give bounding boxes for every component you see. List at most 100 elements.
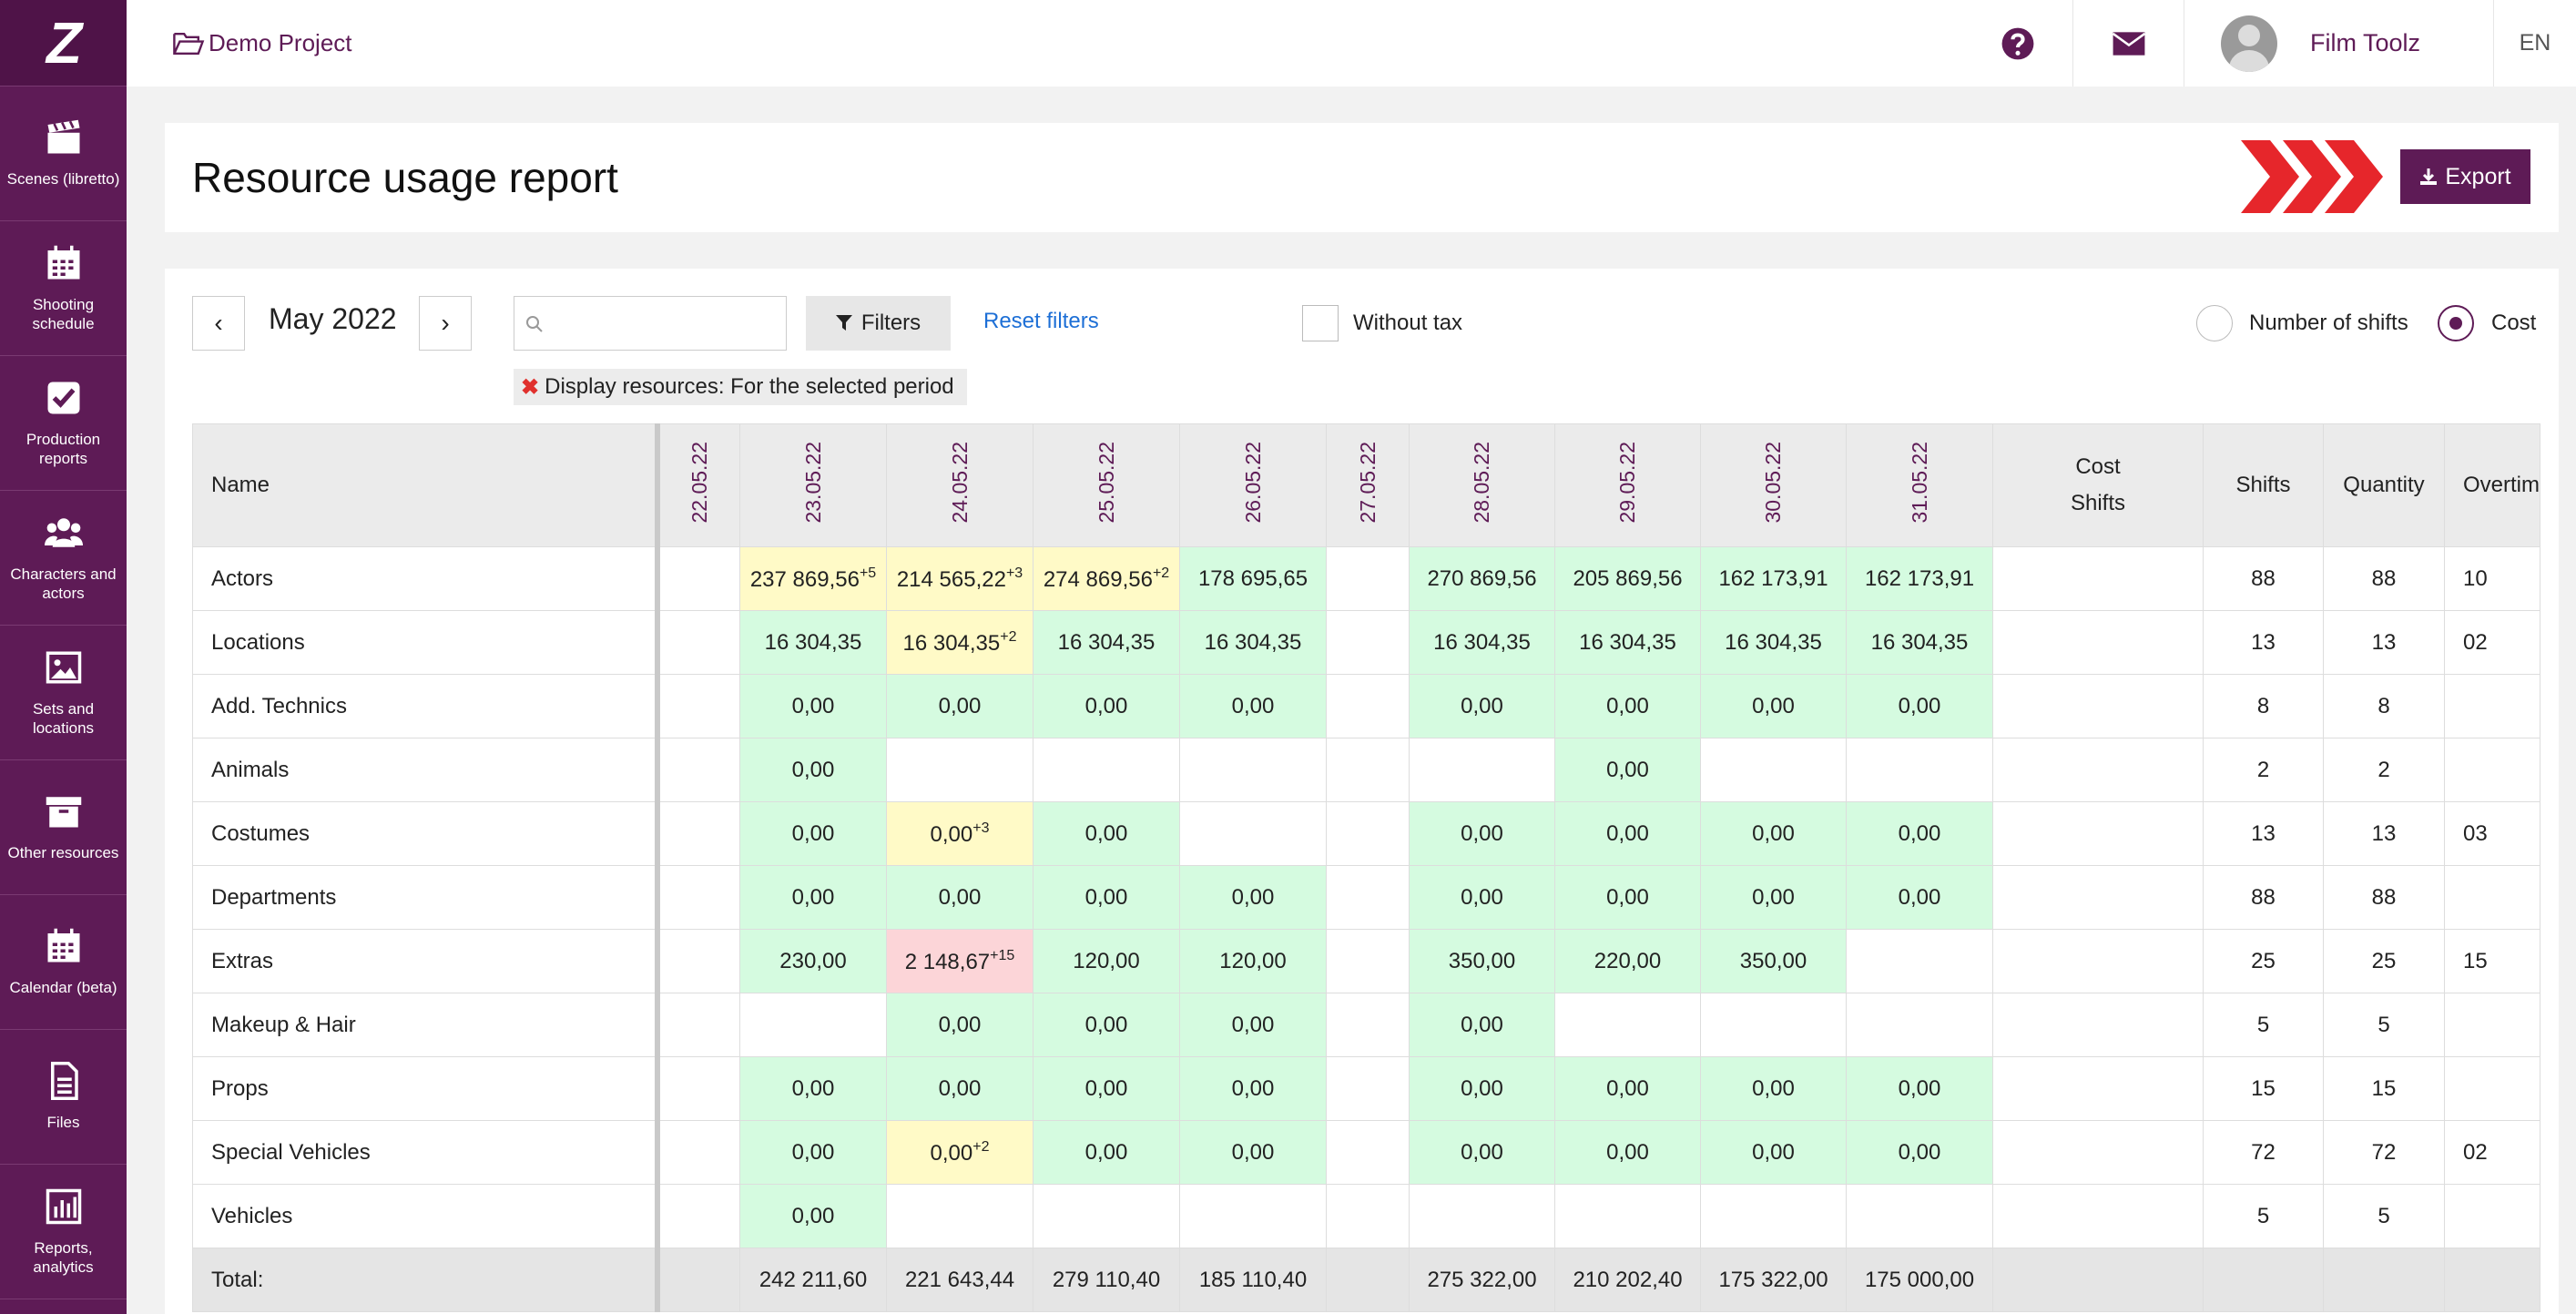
export-button[interactable]: Export xyxy=(2400,149,2530,204)
table-cell[interactable]: 0,00+2 xyxy=(886,1120,1033,1185)
table-cell[interactable]: 0,00 xyxy=(1554,738,1701,802)
table-cell[interactable]: 0,00 xyxy=(1700,1120,1847,1185)
table-cell xyxy=(1846,738,1993,802)
table-cell[interactable]: 0,00 xyxy=(1409,865,1555,930)
table-cell[interactable]: 0,00 xyxy=(1409,674,1555,738)
sidebar-item-characters[interactable]: Characters and actors xyxy=(0,491,127,626)
table-cell[interactable]: 0,00 xyxy=(1179,1056,1327,1121)
table-cell[interactable]: 0,00 xyxy=(1033,674,1180,738)
table-cell[interactable]: 230,00 xyxy=(739,929,887,993)
table-cell[interactable]: 0,00 xyxy=(1700,801,1847,866)
mode-shifts-radio[interactable] xyxy=(2196,305,2233,341)
table-cell[interactable]: 16 304,35 xyxy=(739,610,887,675)
sidebar-item-files[interactable]: Files xyxy=(0,1030,127,1165)
filters-button[interactable]: Filters xyxy=(806,296,951,351)
table-cell[interactable]: 0,00 xyxy=(1554,801,1701,866)
sidebar-item-sets-locations[interactable]: Sets and locations xyxy=(0,626,127,760)
table-cell[interactable]: 0,00 xyxy=(1409,801,1555,866)
table-cell[interactable]: 16 304,35 xyxy=(1700,610,1847,675)
table-cell[interactable]: 16 304,35 xyxy=(1179,610,1327,675)
reset-filters-link[interactable]: Reset filters xyxy=(983,309,1099,333)
column-header-name[interactable]: Name xyxy=(192,423,660,547)
table-cell[interactable]: 0,00 xyxy=(1700,865,1847,930)
row-name: Extras xyxy=(192,929,660,993)
table-cell[interactable]: 120,00 xyxy=(1179,929,1327,993)
table-cell[interactable]: 16 304,35 xyxy=(1033,610,1180,675)
table-cell[interactable]: 178 695,65 xyxy=(1179,546,1327,611)
table-cell[interactable]: 0,00 xyxy=(1554,674,1701,738)
table-cell[interactable]: 0,00 xyxy=(739,738,887,802)
project-link[interactable]: Demo Project xyxy=(172,29,352,57)
table-cell[interactable]: 0,00 xyxy=(886,993,1033,1057)
table-cell[interactable]: 350,00 xyxy=(1700,929,1847,993)
search-input[interactable] xyxy=(553,297,780,350)
user-menu[interactable]: Film Toolz xyxy=(2184,0,2494,87)
table-cell[interactable]: 220,00 xyxy=(1554,929,1701,993)
table-cell[interactable]: 0,00 xyxy=(1409,1120,1555,1185)
table-cell[interactable]: 0,00 xyxy=(1179,865,1327,930)
table-cell[interactable]: 0,00+3 xyxy=(886,801,1033,866)
table-cell[interactable]: 0,00 xyxy=(886,674,1033,738)
table-cell[interactable]: 16 304,35 xyxy=(1554,610,1701,675)
next-month-button[interactable]: › xyxy=(419,296,472,351)
remove-filter-icon[interactable]: ✖ xyxy=(521,374,540,400)
table-cell[interactable]: 237 869,56+5 xyxy=(739,546,887,611)
table-cell[interactable]: 0,00 xyxy=(886,865,1033,930)
table-cell[interactable]: 16 304,35 xyxy=(1846,610,1993,675)
table-cell[interactable]: 0,00 xyxy=(886,1056,1033,1121)
table-cell[interactable]: 0,00 xyxy=(1179,993,1327,1057)
without-tax-checkbox[interactable] xyxy=(1302,305,1339,341)
mode-cost-radio[interactable] xyxy=(2438,305,2474,341)
table-cell[interactable]: 16 304,35+2 xyxy=(886,610,1033,675)
sidebar-item-other-resources[interactable]: Other resources xyxy=(0,760,127,895)
table-cell[interactable]: 0,00 xyxy=(1846,674,1993,738)
table-cell[interactable]: 0,00 xyxy=(1033,993,1180,1057)
table-cell[interactable]: 0,00 xyxy=(1179,1120,1327,1185)
table-cell[interactable]: 0,00 xyxy=(739,1184,887,1248)
prev-month-button[interactable]: ‹ xyxy=(192,296,245,351)
messages-button[interactable] xyxy=(2073,0,2184,87)
sidebar-item-reports[interactable]: Reports, analytics xyxy=(0,1165,127,1299)
table-cell[interactable]: 0,00 xyxy=(1033,1056,1180,1121)
table-cell[interactable]: 2 148,67+15 xyxy=(886,929,1033,993)
sidebar-item-production-reports[interactable]: Production reports xyxy=(0,356,127,491)
table-cell[interactable]: 0,00 xyxy=(739,801,887,866)
table-cell[interactable]: 205 869,56 xyxy=(1554,546,1701,611)
table-cell[interactable]: 162 173,91 xyxy=(1846,546,1993,611)
table-cell[interactable]: 0,00 xyxy=(739,1120,887,1185)
table-cell[interactable]: 0,00 xyxy=(1409,1056,1555,1121)
sidebar-item-shooting-schedule[interactable]: Shooting schedule xyxy=(0,221,127,356)
table-cell[interactable]: 0,00 xyxy=(1033,1120,1180,1185)
table-cell[interactable]: 16 304,35 xyxy=(1409,610,1555,675)
table-cell[interactable]: 0,00 xyxy=(1700,1056,1847,1121)
table-cell[interactable]: 0,00 xyxy=(739,674,887,738)
table-cell[interactable]: 0,00 xyxy=(1846,1120,1993,1185)
table-cell[interactable]: 0,00 xyxy=(1033,801,1180,866)
table-cell[interactable]: 0,00 xyxy=(1846,865,1993,930)
total-overtime xyxy=(2444,1248,2540,1312)
table-cell[interactable]: 0,00 xyxy=(1409,993,1555,1057)
sidebar-item-calendar[interactable]: Calendar (beta) xyxy=(0,895,127,1030)
table-cell xyxy=(1326,674,1410,738)
table-cell[interactable]: 0,00 xyxy=(1554,865,1701,930)
table-cell[interactable]: 0,00 xyxy=(1846,801,1993,866)
table-cell[interactable]: 120,00 xyxy=(1033,929,1180,993)
table-cell[interactable]: 0,00 xyxy=(1179,674,1327,738)
help-button[interactable] xyxy=(1962,0,2073,87)
search-field[interactable] xyxy=(514,296,787,351)
table-cell[interactable]: 0,00 xyxy=(1554,1056,1701,1121)
language-switch[interactable]: EN xyxy=(2519,30,2551,56)
table-cell[interactable]: 214 565,22+3 xyxy=(886,546,1033,611)
table-cell[interactable]: 0,00 xyxy=(1033,865,1180,930)
table-cell[interactable]: 270 869,56 xyxy=(1409,546,1555,611)
table-cell[interactable]: 350,00 xyxy=(1409,929,1555,993)
table-cell[interactable]: 0,00 xyxy=(1700,674,1847,738)
table-cell[interactable]: 162 173,91 xyxy=(1700,546,1847,611)
table-cell[interactable]: 0,00 xyxy=(739,865,887,930)
sidebar-item-scenes[interactable]: Scenes (libretto) xyxy=(0,87,127,221)
table-cell[interactable]: 0,00 xyxy=(739,1056,887,1121)
table-cell[interactable]: 0,00 xyxy=(1846,1056,1993,1121)
table-cell[interactable]: 0,00 xyxy=(1554,1120,1701,1185)
table-cell[interactable]: 274 869,56+2 xyxy=(1033,546,1180,611)
app-logo[interactable]: Z xyxy=(0,0,127,87)
